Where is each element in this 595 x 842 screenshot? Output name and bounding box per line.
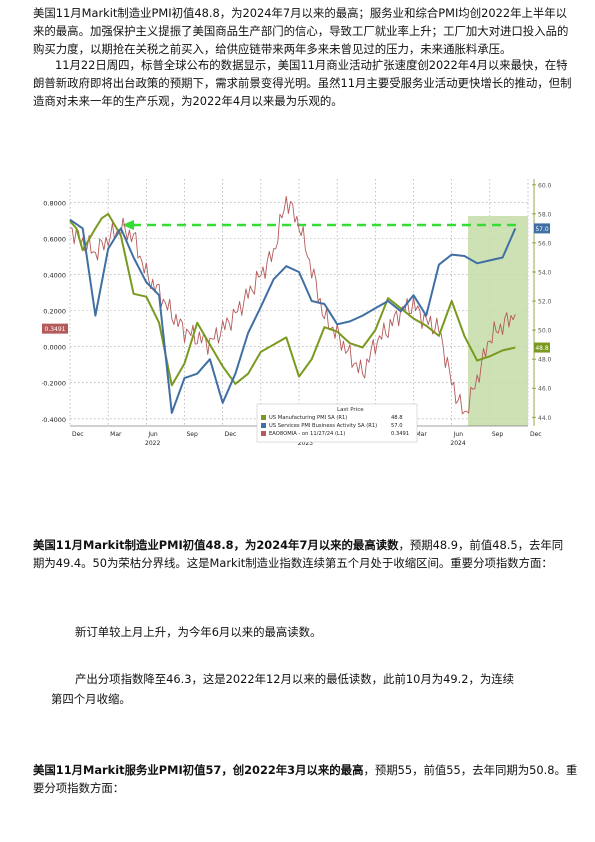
pmi-chart: 0.8000 0.6000 0.4000 0.2000 0.0000 -0.2000 -0.… [42, 167, 554, 465]
x-tick-label: Jun [453, 431, 464, 438]
series-line [69, 212, 516, 387]
x-tick-label: Jun [147, 431, 158, 438]
left-tick-label: 0.8000 [43, 199, 66, 207]
legend-box [256, 403, 418, 443]
right-tick-label: 60.0 [538, 182, 552, 189]
series-line [69, 195, 516, 415]
reference-arrow-head [122, 220, 134, 230]
services-last-value: 57.0 [535, 226, 549, 233]
left-last-value-bg [42, 323, 68, 334]
year-label: 2022 [145, 440, 160, 447]
second-paragraph: 11月22日周四，标普全球公布的数据显示，美国11月商业活动扩张速度创2022年… [33, 58, 572, 108]
right-tick-label: 56.0 [538, 240, 552, 247]
x-tick-label: Dec [72, 431, 84, 438]
left-last-value: 0.3491 [45, 326, 66, 333]
right-tick-label: 48.0 [538, 357, 552, 364]
legend-swatch [261, 423, 266, 428]
right-tick-label: 50.0 [538, 328, 552, 335]
legend-series-name: US Services PMI Business Activity SA (R1… [269, 423, 377, 429]
x-tick-label: Sep [492, 431, 504, 438]
legend-series-value: 48.8 [391, 415, 403, 421]
legend-header: Last Price [337, 407, 364, 413]
legend-swatch [261, 415, 266, 420]
mfg-headline: 美国11月Markit制造业PMI初值48.8，为2024年7月以来的最高读数 [33, 538, 399, 552]
left-tick-label: 0.4000 [43, 272, 66, 280]
legend-series-name: US Manufacturing PMI SA (R1) [269, 415, 347, 421]
mfg-paragraph: 美国11月Markit制造业PMI初值48.8，为2024年7月以来的最高读数，… [33, 536, 573, 572]
svc-headline: 美国11月Markit服务业PMI初值57，创2022年3月以来的最高 [33, 763, 364, 777]
x-tick-label: Dec [530, 431, 542, 438]
left-axis: 0.8000 0.6000 0.4000 0.2000 0.0000 -0.2000 -0.… [42, 199, 66, 423]
svc-paragraph: 美国11月Markit服务业PMI初值57，创2022年3月以来的最高，预期55… [33, 761, 588, 797]
mfg-details: ，预期48.9，前值48.5，去年同期为49.4。50为荣枯分界线。这是Mark… [33, 538, 564, 570]
legend-series-value: 57.0 [391, 423, 403, 429]
legend-series-name: EAO8OMIA - on 11/27/24 (L1) [269, 431, 345, 437]
legend: Last Price US Manufacturing PMI SA (R1) 48… [256, 403, 418, 443]
mfg-last-value: 48.8 [535, 345, 549, 352]
series-line [69, 218, 517, 414]
x-tick-label: Dec [225, 431, 237, 438]
year-label: 2024 [450, 440, 465, 447]
year-label: 2023 [298, 440, 313, 447]
left-tick-label: 0.2000 [43, 308, 66, 316]
item-output-b: 第四个月收缩。 [51, 692, 131, 706]
intro-paragraph: 美国11月Markit制造业PMI初值48.8，为2024年7月以来的最高；服务… [33, 6, 569, 56]
left-tick-label: 0.0000 [43, 344, 66, 352]
left-tick-label: 0.6000 [43, 235, 66, 243]
right-tick-label: 52.0 [538, 299, 552, 306]
right-tick-label: 44.0 [538, 415, 552, 422]
mfg-last-value-bg [534, 342, 550, 353]
x-tick-label: Mar [110, 431, 122, 438]
svc-details: ，预期55，前值55，去年同期为50.8。重要分项指数方面： [33, 763, 578, 795]
left-tick-label: -0.2000 [42, 380, 66, 388]
left-tick-label: -0.4000 [42, 416, 66, 424]
right-tick-label: 58.0 [538, 211, 552, 218]
services-last-value-bg [534, 223, 550, 234]
legend-swatch [261, 431, 266, 436]
right-tick-label: 46.0 [538, 386, 552, 393]
x-tick-label: Sep [187, 431, 199, 438]
highlight-region [468, 216, 528, 426]
right-axis: 60.0 58.0 56.0 54.0 52.0 50.0 48.0 46.0 44.0 [532, 179, 552, 426]
item-output-a: 产出分项指数降至46.3，这是2022年12月以来的最低读数，此前10月为49.… [75, 672, 515, 686]
x-tick-label: Mar [416, 431, 428, 438]
right-tick-label: 54.0 [538, 269, 552, 276]
legend-series-value: 0.3491 [391, 431, 409, 437]
item-new-orders: 新订单较上月上升，为今年6月以来的最高读数。 [75, 625, 322, 639]
